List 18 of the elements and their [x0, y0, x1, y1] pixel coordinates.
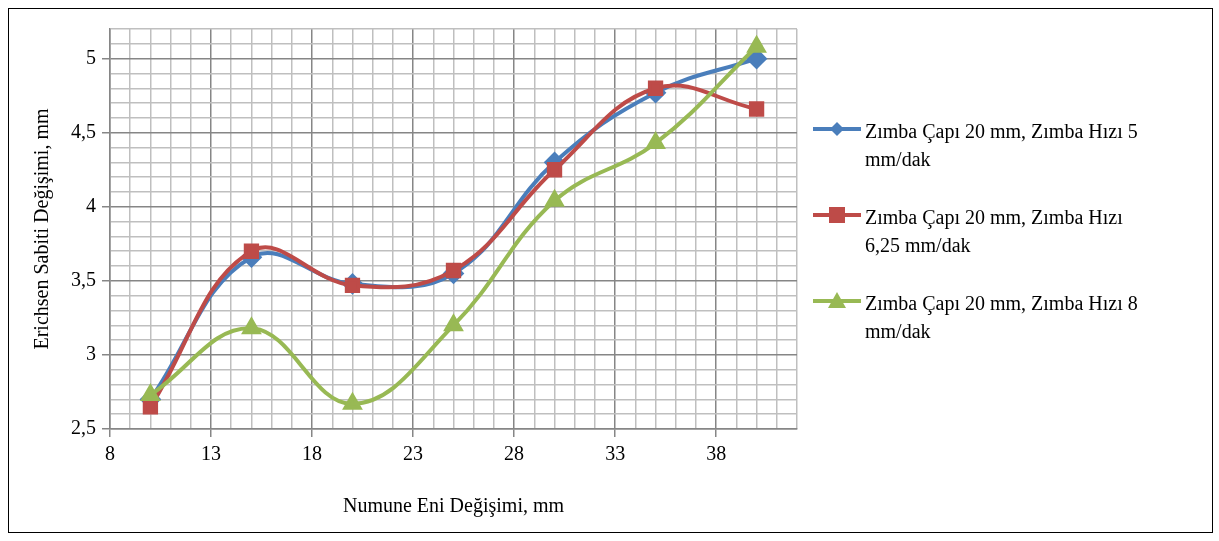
y-tick-label: 3,5 — [71, 268, 96, 291]
x-tick-label: 33 — [605, 442, 626, 465]
legend-label: Zımba Çapı 20 mm, Zımba Hızı 8 mm/dak — [865, 290, 1139, 344]
x-tick-label: 23 — [403, 442, 424, 465]
x-axis-title: Numune Eni Değişimi, mm — [342, 494, 565, 518]
x-tick-label: 8 — [105, 442, 115, 465]
legend-label: Zımba Çapı 20 mm, Zımba Hızı 6,25 mm/dak — [865, 204, 1124, 258]
y-axis-title: Erichsen Sabiti Değişimi, mm — [30, 108, 54, 350]
x-tick-label: 13 — [201, 442, 222, 465]
x-tick-label: 28 — [504, 442, 525, 465]
y-tick-label: 4 — [86, 194, 96, 217]
y-tick-label: 5 — [86, 45, 96, 68]
x-tick-label: 38 — [706, 442, 727, 465]
y-tick-label: 2,5 — [71, 416, 96, 439]
y-tick-label: 4,5 — [71, 119, 96, 142]
y-tick-label: 3 — [86, 342, 96, 365]
legend-label: Zımba Çapı 20 mm, Zımba Hızı 5 mm/dak — [865, 118, 1139, 172]
x-tick-label: 18 — [302, 442, 323, 465]
